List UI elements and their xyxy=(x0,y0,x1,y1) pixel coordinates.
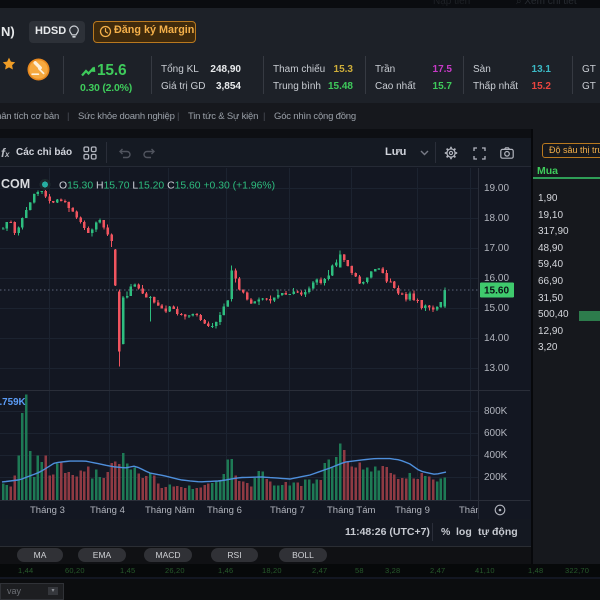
svg-text:200K: 200K xyxy=(484,472,508,483)
svg-text:COM: COM xyxy=(1,177,30,191)
svg-text:400K: 400K xyxy=(484,450,508,461)
svg-text:600K: 600K xyxy=(484,428,508,439)
svg-text:800K: 800K xyxy=(484,406,508,417)
svg-text:15.60: 15.60 xyxy=(484,286,509,297)
svg-text:15.00: 15.00 xyxy=(484,303,509,314)
svg-text:4.759K: 4.759K xyxy=(0,397,26,408)
svg-text:O15.30 H15.70 L15.20 C15.60 +0: O15.30 H15.70 L15.20 C15.60 +0.30 (+1.96… xyxy=(59,181,275,192)
svg-text:17.00: 17.00 xyxy=(484,243,509,254)
svg-text:16.00: 16.00 xyxy=(484,273,509,284)
svg-text:19.00: 19.00 xyxy=(484,183,509,194)
svg-text:13.00: 13.00 xyxy=(484,363,509,374)
svg-text:18.00: 18.00 xyxy=(484,213,509,224)
svg-text:14.00: 14.00 xyxy=(484,333,509,344)
